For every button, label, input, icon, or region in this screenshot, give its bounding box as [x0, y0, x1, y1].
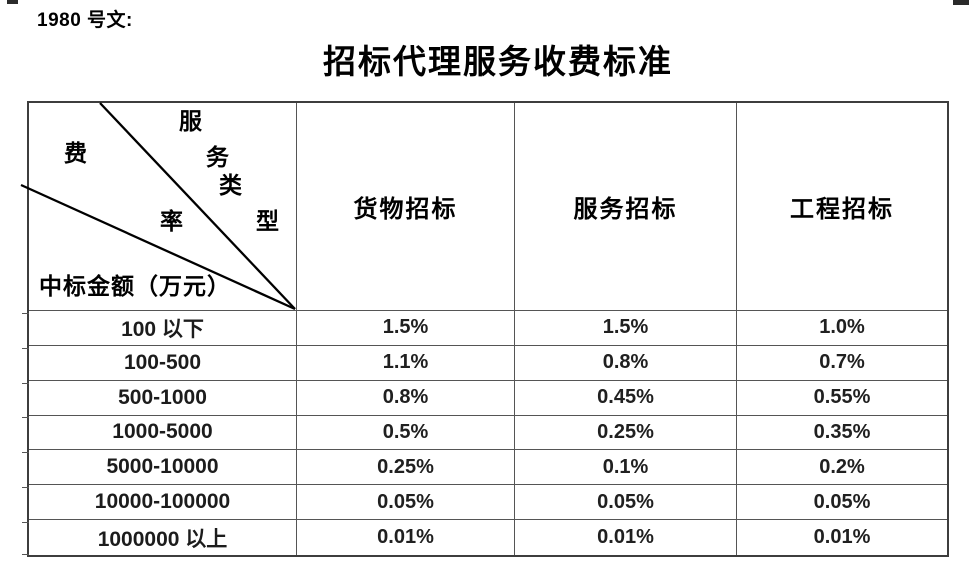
- rate-cell: 0.25%: [297, 450, 515, 486]
- row-line-tick: [22, 348, 29, 349]
- row-line-tick: [22, 522, 29, 523]
- column-header-engineering: 工程招标: [737, 103, 947, 311]
- row-line-tick: [22, 383, 29, 384]
- rate-cell: 0.05%: [737, 485, 947, 521]
- rate-cell: 1.0%: [737, 311, 947, 346]
- column-header-goods: 货物招标: [297, 103, 515, 311]
- row-label: 5000-10000: [29, 450, 297, 486]
- rate-cell: 0.01%: [813, 526, 871, 549]
- service-type-char: 务: [206, 145, 229, 170]
- diagonal-line-lower: [20, 183, 296, 311]
- rate-cell: 0.1%: [515, 450, 737, 486]
- rate-cell: 0.05%: [515, 485, 737, 521]
- row-label: 10000-100000: [29, 485, 297, 521]
- service-type-char: 服: [179, 109, 202, 134]
- row-label: 100-500: [29, 345, 297, 381]
- diagonal-line-upper: [99, 102, 296, 310]
- rate-cell: 0.2%: [737, 450, 947, 486]
- row-line-tick: [22, 452, 29, 453]
- row-label: 1000000 以上: [29, 520, 297, 555]
- rate-cell: 0.55%: [737, 381, 947, 416]
- rate-cell: 0.5%: [297, 415, 515, 451]
- rate-cell: 0.01%: [297, 520, 515, 555]
- rate-cell: 1.1%: [297, 345, 515, 381]
- rate-cell: 0.8%: [297, 380, 515, 416]
- fee-rate-char: 费: [64, 141, 87, 166]
- diagonal-lines: [20, 102, 296, 311]
- page-edge-artifact: [7, 0, 18, 4]
- row-label: 100 以下: [29, 311, 297, 346]
- page-title: 招标代理服务收费标准: [323, 45, 673, 81]
- rate-cell: 0.7%: [737, 346, 947, 381]
- rate-cell: 1.5%: [515, 311, 737, 346]
- rate-cell: 0.05%: [297, 485, 515, 521]
- service-type-char: 类: [219, 173, 242, 198]
- diagonal-header-cell: 服 务 类 型 费 率 中标金额（万元）: [20, 102, 297, 311]
- row-line-tick: [22, 417, 29, 418]
- rate-cell: 0.35%: [737, 416, 947, 451]
- rate-cell: 1.5%: [297, 311, 515, 346]
- row-line-tick: [22, 554, 29, 555]
- rate-cell: 0.8%: [515, 345, 737, 381]
- row-line-tick: [22, 487, 29, 488]
- amount-axis-label: 中标金额（万元）: [39, 274, 231, 299]
- row-label: 500-1000: [29, 380, 297, 416]
- rate-cell: 0.45%: [515, 380, 737, 416]
- rate-cell: 0.25%: [515, 415, 737, 451]
- doc-number-label: 1980 号文:: [37, 10, 133, 31]
- row-line-tick: [22, 313, 29, 314]
- page-edge-artifact: [953, 0, 969, 5]
- rate-cell: 0.01%: [515, 520, 737, 555]
- fee-rate-char: 率: [160, 209, 183, 234]
- fee-standard-table: 服 务 类 型 费 率 中标金额（万元） 货物招标 服务招标 工程招标 100 …: [20, 101, 949, 557]
- row-label: 1000-5000: [29, 415, 297, 451]
- column-header-service: 服务招标: [515, 103, 737, 311]
- service-type-char: 型: [256, 209, 279, 234]
